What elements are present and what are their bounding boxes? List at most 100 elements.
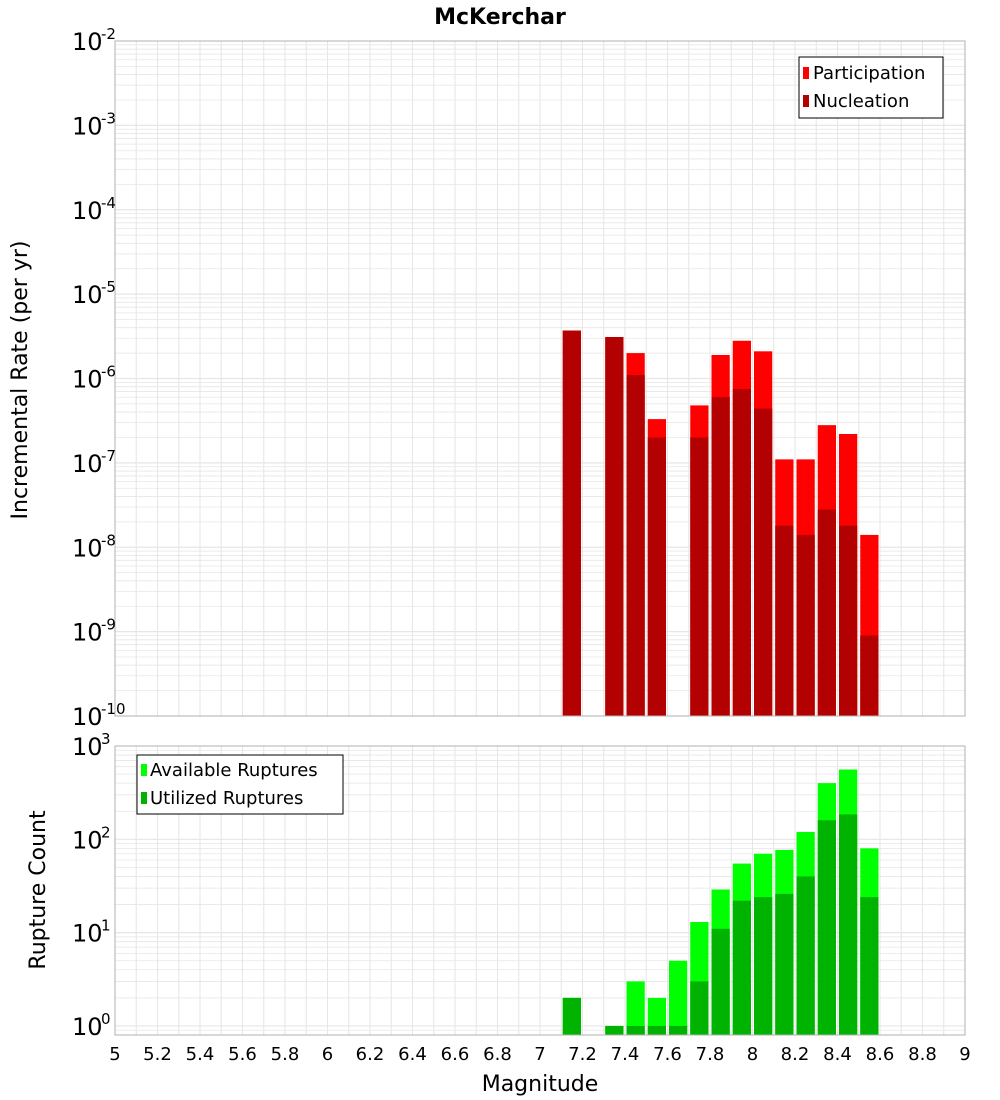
available-legend-label: Available Ruptures bbox=[150, 760, 318, 781]
rate-y-tick-exponent: -4 bbox=[101, 194, 116, 212]
rate-legend: Participation Nucleation bbox=[798, 56, 944, 119]
x-tick-label: 5 bbox=[109, 1044, 120, 1065]
utilized-ruptures-bar bbox=[732, 900, 751, 1035]
utilized-ruptures-bar bbox=[562, 997, 581, 1035]
rate-plot-grid bbox=[115, 41, 965, 716]
utilized-ruptures-bar bbox=[860, 897, 879, 1035]
count-y-tick-exponent: 0 bbox=[101, 1010, 111, 1028]
nucleation-legend-swatch bbox=[803, 95, 809, 107]
nucleation-bar bbox=[754, 408, 773, 716]
available-ruptures-bar bbox=[647, 997, 666, 1035]
nucleation-bar bbox=[562, 330, 581, 716]
available-legend-swatch bbox=[141, 764, 147, 776]
count-legend: Available Ruptures Utilized Ruptures bbox=[136, 754, 344, 815]
rate-y-tick-base: 10 bbox=[72, 28, 103, 56]
rate-y-tick-base: 10 bbox=[72, 197, 103, 225]
utilized-ruptures-bar bbox=[775, 893, 794, 1035]
nucleation-bar bbox=[626, 375, 645, 716]
nucleation-bar bbox=[817, 509, 836, 716]
rate-y-tick-exponent: -8 bbox=[101, 531, 116, 549]
x-ticks: 5 5.2 5.4 5.6 5.8 6 6.2 6.4 6.6 6.8 7 7.2 7.4 7.6 7.8 8… bbox=[109, 1044, 970, 1065]
x-tick-label: 6.8 bbox=[483, 1044, 512, 1065]
utilized-ruptures-bar bbox=[647, 1025, 666, 1035]
utilized-ruptures-bar bbox=[626, 1025, 645, 1035]
nucleation-bar bbox=[860, 635, 879, 716]
utilized-ruptures-bar bbox=[796, 876, 815, 1035]
count-y-axis-label: Rupture Count bbox=[26, 810, 51, 970]
x-tick-label: 7.8 bbox=[696, 1044, 725, 1065]
participation-legend-label: Participation bbox=[813, 63, 925, 84]
count-y-tick-base: 10 bbox=[72, 920, 103, 948]
rate-plot-frame bbox=[114, 40, 966, 717]
available-ruptures-bar bbox=[669, 960, 688, 1035]
nucleation-bar bbox=[839, 525, 858, 716]
utilized-ruptures-bar bbox=[817, 820, 836, 1035]
nucleation-bar bbox=[796, 534, 815, 716]
count-legend-box bbox=[136, 754, 344, 815]
rate-y-tick-exponent: -5 bbox=[101, 278, 116, 296]
x-tick-label: 5.2 bbox=[143, 1044, 172, 1065]
nucleation-bar bbox=[605, 337, 624, 716]
utilized-ruptures-bar bbox=[669, 1025, 688, 1035]
rate-y-tick-exponent: -6 bbox=[101, 363, 116, 381]
x-tick-label: 8.8 bbox=[908, 1044, 937, 1065]
x-tick-label: 6.2 bbox=[356, 1044, 385, 1065]
utilized-ruptures-bar bbox=[711, 928, 730, 1035]
x-tick-label: 7.4 bbox=[611, 1044, 640, 1065]
rate-y-tick-base: 10 bbox=[72, 112, 103, 140]
rate-y-tick-base: 10 bbox=[72, 534, 103, 562]
x-tick-label: 6.6 bbox=[441, 1044, 470, 1065]
rate-y-tick-base: 10 bbox=[72, 366, 103, 394]
rate-y-tick-exponent: -2 bbox=[101, 25, 116, 43]
nucleation-bar bbox=[690, 437, 709, 716]
x-tick-label: 5.8 bbox=[271, 1044, 300, 1065]
x-tick-label: 8.6 bbox=[866, 1044, 895, 1065]
utilized-legend-label: Utilized Ruptures bbox=[150, 788, 303, 809]
count-plot-frame bbox=[114, 745, 966, 1036]
rate-y-tick-exponent: -3 bbox=[101, 109, 116, 127]
participation-legend-swatch bbox=[803, 67, 809, 79]
count-y-tick-exponent: 1 bbox=[101, 917, 111, 935]
rate-plot-bars bbox=[562, 330, 879, 716]
x-tick-label: 6 bbox=[322, 1044, 333, 1065]
available-ruptures-bar bbox=[626, 981, 645, 1035]
rate-y-tick-base: 10 bbox=[72, 450, 103, 478]
utilized-ruptures-bar bbox=[605, 1025, 624, 1035]
x-tick-label: 9 bbox=[959, 1044, 970, 1065]
rate-y-tick-exponent: -10 bbox=[101, 700, 126, 718]
rate-y-tick-base: 10 bbox=[72, 281, 103, 309]
nucleation-bar bbox=[647, 437, 666, 716]
x-tick-label: 7.2 bbox=[568, 1044, 597, 1065]
rate-y-tick-base: 10 bbox=[72, 703, 103, 731]
utilized-ruptures-bar bbox=[754, 897, 773, 1035]
rate-y-axis-label: Incremental Rate (per yr) bbox=[8, 241, 33, 520]
x-tick-label: 6.4 bbox=[398, 1044, 427, 1065]
nucleation-bar bbox=[711, 397, 730, 716]
count-y-tick-exponent: 2 bbox=[101, 823, 111, 841]
utilized-ruptures-bar bbox=[690, 981, 709, 1035]
rate-y-tick-exponent: -9 bbox=[101, 616, 116, 634]
count-y-tick-base: 10 bbox=[72, 826, 103, 854]
utilized-legend-swatch bbox=[141, 792, 147, 804]
x-tick-label: 7 bbox=[534, 1044, 545, 1065]
x-tick-label: 5.6 bbox=[228, 1044, 257, 1065]
x-tick-label: 8.4 bbox=[823, 1044, 852, 1065]
count-y-tick-base: 10 bbox=[72, 733, 103, 761]
nucleation-legend-label: Nucleation bbox=[813, 91, 909, 112]
x-tick-label: 5.4 bbox=[186, 1044, 215, 1065]
count-y-tick-base: 10 bbox=[72, 1013, 103, 1041]
x-tick-label: 8 bbox=[747, 1044, 758, 1065]
rate-y-tick-exponent: -7 bbox=[101, 447, 116, 465]
count-y-tick-exponent: 3 bbox=[101, 730, 111, 748]
rate-y-tick-base: 10 bbox=[72, 619, 103, 647]
nucleation-bar bbox=[775, 525, 794, 716]
x-axis-label: Magnitude bbox=[482, 1072, 599, 1097]
nucleation-bar bbox=[732, 389, 751, 716]
utilized-ruptures-bar bbox=[839, 814, 858, 1035]
x-tick-label: 8.2 bbox=[781, 1044, 810, 1065]
